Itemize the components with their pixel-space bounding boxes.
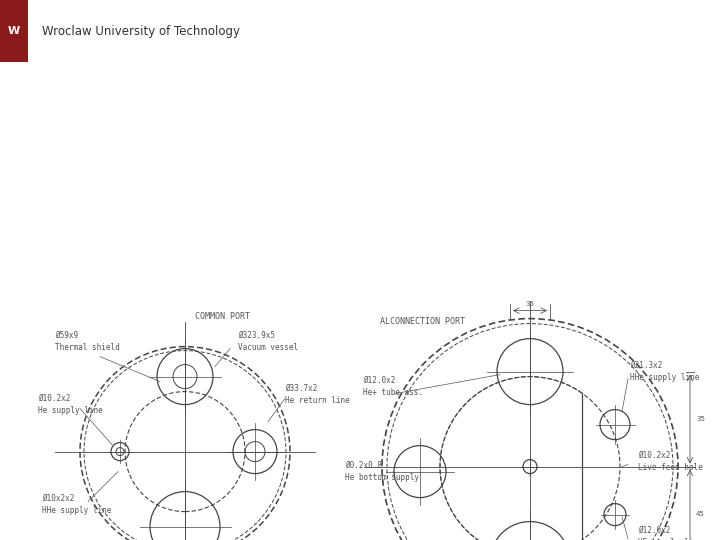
Text: Ø323.9x5
Vacuum vessel: Ø323.9x5 Vacuum vessel	[238, 331, 298, 352]
Text: Ø10.2x2
Live feed hole: Ø10.2x2 Live feed hole	[638, 451, 703, 472]
Text: Ø21.3x2
HHe supply line: Ø21.3x2 HHe supply line	[630, 361, 699, 382]
Text: ALCONNECTION PORT: ALCONNECTION PORT	[380, 317, 465, 326]
Text: Ø10.2x2
He supply line: Ø10.2x2 He supply line	[38, 394, 103, 415]
Text: 35: 35	[696, 416, 705, 422]
Text: Ø12.0x2
HE supply line: Ø12.0x2 HE supply line	[638, 526, 703, 540]
Text: Ø10x2x2
HHe supply line: Ø10x2x2 HHe supply line	[42, 494, 112, 515]
Text: Ø12.0x2
He+ tube ass.: Ø12.0x2 He+ tube ass.	[363, 376, 423, 397]
Text: Wroclaw University of Technology: Wroclaw University of Technology	[42, 24, 240, 38]
Text: Layout of process pipes in cryostat cryogenic ports: Layout of process pipes in cryostat cryo…	[30, 125, 440, 140]
Text: Ø59x9
Thermal shield: Ø59x9 Thermal shield	[55, 331, 120, 352]
Bar	[0, 0, 28, 62]
Text: W: W	[8, 26, 20, 36]
Text: 35: 35	[526, 301, 534, 307]
Text: FRESCA 2: FRESCA 2	[30, 75, 180, 103]
Text: Ø0.2x0.8
He bottom supply: Ø0.2x0.8 He bottom supply	[345, 461, 419, 482]
Text: Ø33.7x2
He return line: Ø33.7x2 He return line	[285, 384, 350, 405]
Text: COMMON PORT: COMMON PORT	[195, 312, 250, 321]
Text: 45: 45	[696, 511, 705, 517]
